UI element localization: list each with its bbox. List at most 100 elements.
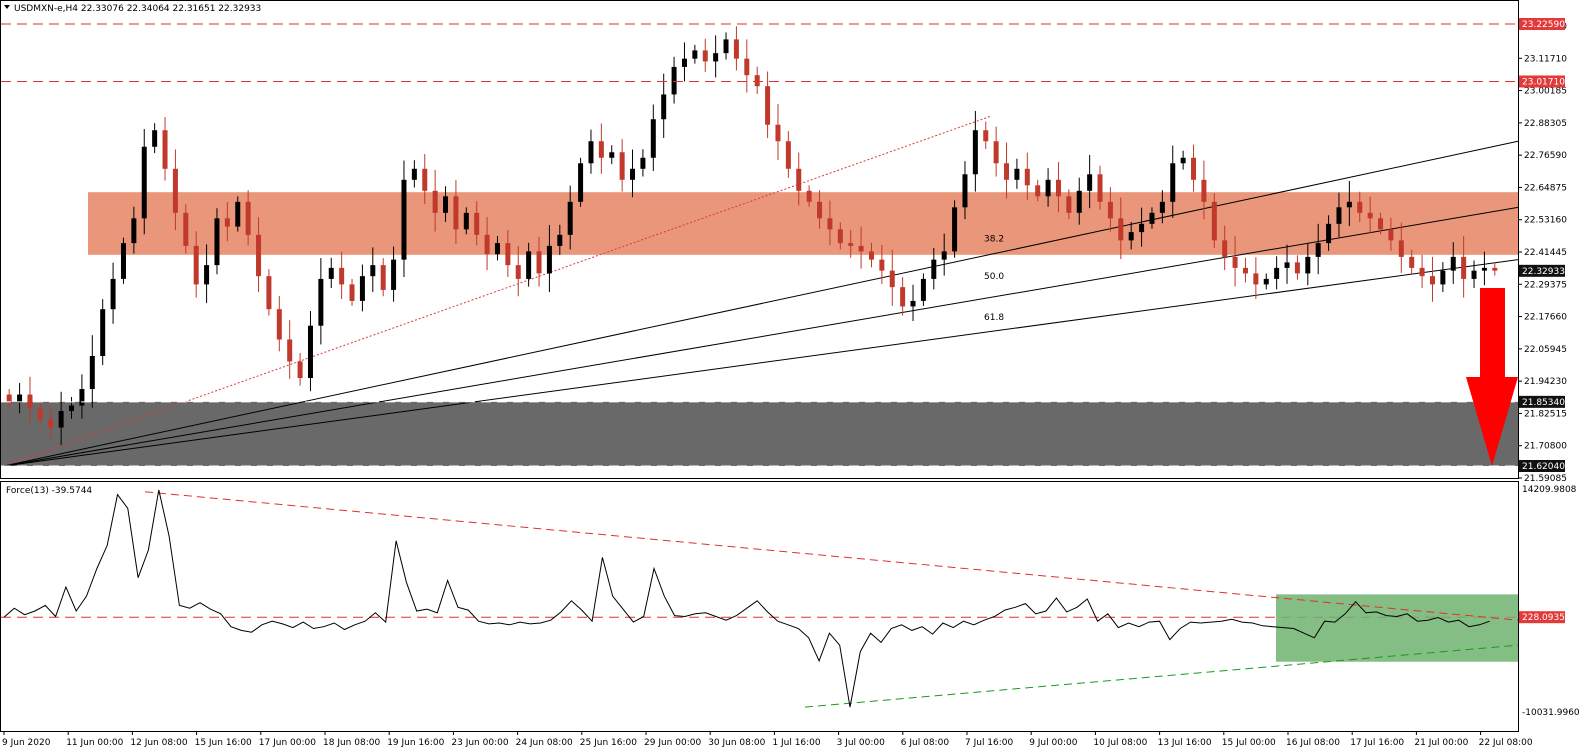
candle-body	[411, 168, 417, 180]
support-zone	[1, 401, 1518, 466]
candle-body	[1170, 163, 1176, 202]
candle-body	[526, 251, 532, 279]
candle-body	[359, 276, 365, 301]
candle-body	[204, 265, 210, 285]
candle-body	[1055, 179, 1061, 197]
candle-body	[1346, 201, 1352, 208]
candle-body	[1066, 196, 1072, 213]
candle-body	[453, 196, 459, 230]
price-tag	[1519, 460, 1565, 472]
candle-body	[744, 58, 750, 76]
indicator-plot-frame	[0, 481, 1519, 732]
candle-body	[578, 163, 584, 202]
candle-body	[598, 141, 604, 158]
candle-body	[193, 245, 199, 285]
candle-body	[557, 234, 563, 246]
candle-body	[276, 309, 282, 340]
price-tick-label: 22.41445	[1524, 248, 1567, 258]
header-dropdown-icon[interactable]	[4, 5, 10, 9]
fib-label-38: 38.2	[984, 235, 1004, 245]
candle-body	[796, 168, 802, 191]
candle-body	[879, 259, 885, 271]
time-tick-label: 25 Jun 16:00	[580, 738, 637, 748]
candle-body	[983, 130, 989, 142]
candle-body	[1097, 174, 1103, 202]
candle-body	[391, 259, 397, 290]
candle-body	[287, 339, 293, 362]
candle-body	[141, 146, 147, 219]
candle-body	[1294, 262, 1300, 274]
time-tick-label: 3 Jul 00:00	[837, 738, 886, 748]
time-tick-label: 15 Jul 00:00	[1222, 738, 1276, 748]
candle-body	[1461, 256, 1467, 279]
candle-body	[1315, 243, 1321, 257]
candle-body	[1201, 179, 1207, 202]
candle-body	[48, 419, 54, 428]
fan-line-38	[3, 140, 1519, 467]
candle-body	[806, 190, 812, 202]
price-tag-label: 21.62040	[1522, 462, 1565, 472]
candle-body	[37, 408, 43, 420]
candle-body	[1481, 267, 1487, 271]
candle-body	[131, 218, 137, 244]
candle-body	[339, 267, 345, 285]
candle-body	[297, 361, 303, 379]
time-tick-label: 9 Jun 2020	[2, 738, 51, 748]
candle-body	[817, 201, 823, 219]
candle-body	[848, 243, 854, 246]
candle-body	[89, 355, 95, 390]
candle-body	[1492, 267, 1498, 271]
candle-body	[1440, 270, 1446, 285]
candle-body	[120, 243, 126, 279]
candle-body	[162, 130, 168, 169]
price-tick-label: 23.11710	[1524, 54, 1567, 64]
candle-body	[69, 405, 75, 412]
price-tick-label: 21.82515	[1524, 409, 1567, 419]
down-arrow	[1466, 288, 1518, 466]
candle-body	[370, 265, 376, 277]
candle-body	[868, 251, 874, 260]
price-tick-label: 22.88305	[1524, 119, 1567, 129]
force-resistance-trendline	[144, 491, 1519, 621]
candle-body	[858, 245, 864, 252]
resistance-zone	[88, 192, 1518, 255]
candle-body	[1388, 229, 1394, 241]
time-tick-label: 9 Jul 00:00	[1029, 738, 1078, 748]
candle-body	[1211, 201, 1217, 241]
time-tick-label: 17 Jul 16:00	[1350, 738, 1404, 748]
candle-body	[1004, 163, 1010, 180]
candle-body	[1232, 256, 1238, 268]
time-tick-label: 21 Jul 00:00	[1414, 738, 1468, 748]
candle-body	[910, 300, 916, 307]
time-tick-label: 10 Jul 08:00	[1093, 738, 1147, 748]
candle-body	[1139, 223, 1145, 233]
candle-body	[1128, 232, 1134, 241]
time-tick-label: 7 Jul 16:00	[965, 738, 1014, 748]
candle-body	[1107, 201, 1113, 219]
candle-body	[972, 130, 978, 175]
price-tick-label: 22.53160	[1524, 216, 1567, 226]
candle-body	[172, 168, 178, 213]
candle-body	[183, 212, 189, 246]
candle-body	[713, 53, 719, 62]
force-axis-min: -10031.9960	[1522, 708, 1580, 718]
candle-body	[1274, 267, 1280, 279]
candle-body	[837, 229, 843, 244]
candle-body	[110, 278, 116, 310]
price-tick-label: 22.76590	[1524, 151, 1567, 161]
candle-body	[827, 218, 833, 230]
force-support-trendline	[804, 644, 1519, 708]
time-tick-label: 11 Jun 00:00	[66, 738, 123, 748]
time-tick-label: 23 Jun 00:00	[451, 738, 508, 748]
candle-body	[723, 39, 729, 54]
candle-body	[27, 394, 33, 409]
candle-body	[17, 394, 23, 403]
price-tag-label: 23.22590	[1522, 20, 1565, 30]
fan-line-50	[3, 206, 1519, 467]
candle-body	[889, 270, 895, 288]
candle-body	[6, 394, 12, 403]
candle-body	[380, 265, 386, 290]
time-tick-label: 29 Jun 00:00	[644, 738, 701, 748]
price-tick-label: 22.29375	[1524, 280, 1567, 290]
